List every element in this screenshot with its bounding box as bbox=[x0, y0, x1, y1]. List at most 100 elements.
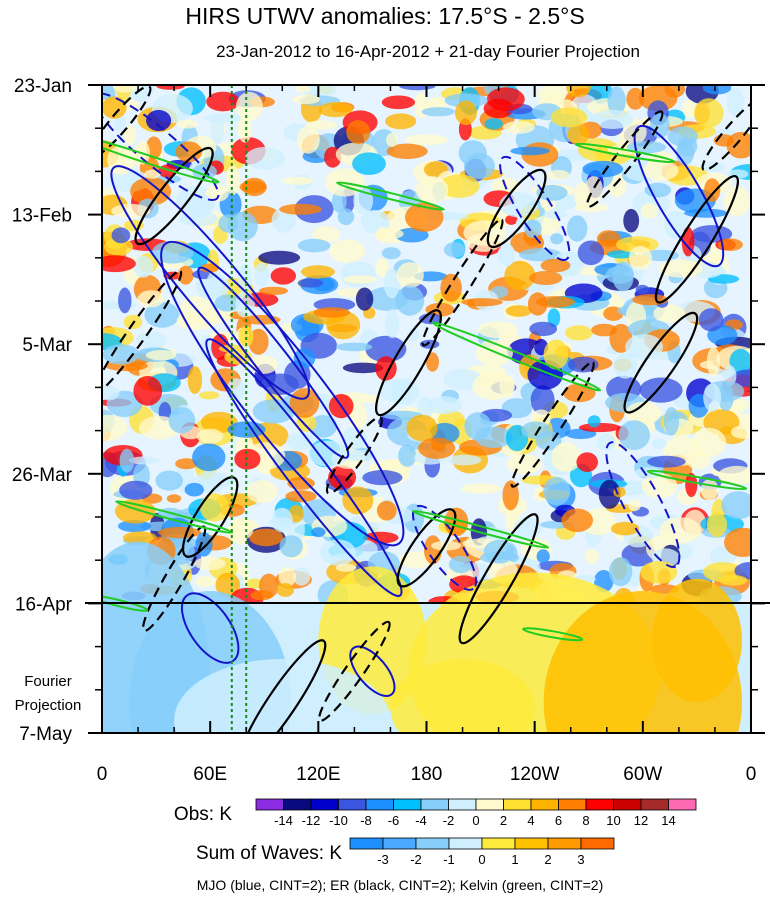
anomaly-patch bbox=[567, 123, 590, 146]
anomaly-patch bbox=[521, 421, 551, 440]
anomaly-patch bbox=[237, 115, 252, 143]
anomaly-patch bbox=[248, 328, 269, 355]
obs-colorbar-swatch bbox=[310, 798, 339, 811]
anomaly-patch bbox=[104, 238, 133, 256]
anomaly-patch bbox=[206, 270, 225, 299]
anomaly-patch bbox=[184, 482, 204, 497]
anomaly-patch bbox=[271, 507, 293, 533]
anomaly-patch bbox=[632, 294, 669, 306]
anomaly-patch bbox=[682, 99, 696, 118]
legend-note: MJO (blue, CINT=2); ER (black, CINT=2); … bbox=[197, 877, 604, 893]
anomaly-patch bbox=[644, 182, 672, 198]
anomaly-patch bbox=[246, 480, 278, 504]
x-tick-label: 0 bbox=[746, 764, 757, 785]
anomaly-patch bbox=[118, 520, 151, 533]
obs-colorbar-tick-label: 8 bbox=[582, 813, 589, 828]
anomaly-patch bbox=[177, 265, 194, 285]
anomaly-patch bbox=[426, 352, 439, 372]
anomaly-patch bbox=[176, 119, 198, 129]
anomaly-patch bbox=[405, 202, 444, 232]
anomaly-patch bbox=[239, 180, 267, 194]
anomaly-patch bbox=[337, 208, 355, 226]
anomaly-patch bbox=[225, 165, 241, 195]
anomaly-patch bbox=[123, 124, 137, 146]
er-contour bbox=[623, 311, 699, 414]
anomaly-patch bbox=[616, 236, 659, 253]
anomaly-patch bbox=[647, 455, 686, 468]
anomaly-patch bbox=[605, 265, 635, 284]
anomaly-patch bbox=[443, 242, 466, 258]
plot-area bbox=[102, 85, 751, 733]
er-contour bbox=[701, 97, 751, 172]
anomaly-patch bbox=[114, 499, 156, 524]
er-contour bbox=[586, 110, 664, 208]
anomaly-patch bbox=[550, 107, 588, 128]
anomaly-patch bbox=[238, 325, 254, 347]
anomaly-patch bbox=[198, 391, 220, 400]
anomaly-patch bbox=[431, 540, 461, 551]
anomaly-patch bbox=[215, 572, 241, 598]
chart-subtitle: 23-Jan-2012 to 16-Apr-2012 + 21-day Four… bbox=[216, 42, 640, 61]
anomaly-patch bbox=[300, 265, 335, 279]
anomaly-patch bbox=[702, 85, 732, 95]
er-contour bbox=[238, 639, 327, 733]
anomaly-patch bbox=[652, 438, 667, 450]
anomaly-patch bbox=[346, 120, 371, 145]
anomaly-patch bbox=[415, 176, 449, 204]
anomaly-patch bbox=[200, 493, 230, 522]
mjo-contour bbox=[110, 165, 310, 400]
waves-colorbar-tick-label: -1 bbox=[443, 852, 455, 867]
anomaly-patch bbox=[194, 557, 226, 571]
anomaly-patch bbox=[296, 125, 320, 154]
projection-label-line2: Projection bbox=[15, 697, 82, 714]
anomaly-patch bbox=[128, 456, 160, 465]
kelvin-contour bbox=[574, 142, 676, 164]
anomaly-patch bbox=[628, 245, 652, 271]
anomaly-patch bbox=[718, 382, 734, 412]
anomaly-patch bbox=[613, 353, 638, 379]
anomaly-patch bbox=[279, 535, 303, 558]
obs-colorbar-tick-label: 10 bbox=[606, 813, 620, 828]
anomaly-patch bbox=[398, 444, 417, 467]
anomaly-patch bbox=[577, 240, 605, 266]
anomaly-patch bbox=[547, 308, 561, 328]
anomaly-patch bbox=[726, 131, 751, 159]
obs-colorbar-tick-label: 2 bbox=[500, 813, 507, 828]
y-tick-label: 7-May bbox=[19, 724, 72, 745]
waves-colorbar-swatch bbox=[349, 837, 384, 850]
anomaly-patch bbox=[719, 575, 748, 586]
waves-colorbar-tick-label: 0 bbox=[478, 852, 485, 867]
x-tick-label: 180 bbox=[411, 764, 443, 785]
projection-label-line1: Fourier bbox=[24, 673, 72, 690]
er-contour bbox=[458, 513, 539, 645]
anomaly-patch bbox=[381, 95, 416, 110]
anomaly-patch bbox=[270, 267, 296, 285]
anomaly-patch bbox=[529, 321, 558, 337]
anomaly-patch bbox=[118, 287, 132, 314]
anomaly-patch bbox=[704, 178, 721, 203]
er-contour bbox=[654, 174, 739, 304]
anomaly-patch bbox=[306, 120, 337, 130]
anomaly-patch bbox=[472, 372, 515, 400]
anomaly-patch bbox=[464, 412, 492, 441]
obs-colorbar-tick-label: -14 bbox=[274, 813, 293, 828]
anomaly-patch bbox=[625, 401, 662, 425]
y-tick-label: 26-Mar bbox=[12, 465, 73, 486]
anomaly-patch bbox=[543, 339, 569, 370]
anomaly-patch bbox=[237, 264, 252, 293]
anomaly-patch bbox=[362, 470, 403, 486]
waves-colorbar-swatch bbox=[514, 837, 549, 850]
mjo-contour bbox=[499, 155, 571, 262]
anomaly-patch bbox=[376, 500, 397, 521]
obs-colorbar: -14 -12 -10 -8 -6 -4 -2 0 2 4 6 8 10 12 14 bbox=[255, 798, 697, 828]
anomaly-patch bbox=[297, 278, 324, 288]
anomaly-patch bbox=[686, 451, 711, 470]
anomaly-patch bbox=[550, 233, 564, 245]
obs-colorbar-swatch bbox=[668, 798, 697, 811]
waves-colorbar-tick-label: -2 bbox=[410, 852, 422, 867]
er-contour bbox=[375, 309, 442, 417]
anomaly-patch bbox=[607, 86, 626, 116]
anomaly-patch bbox=[596, 433, 616, 451]
anomaly-patch bbox=[625, 334, 664, 360]
